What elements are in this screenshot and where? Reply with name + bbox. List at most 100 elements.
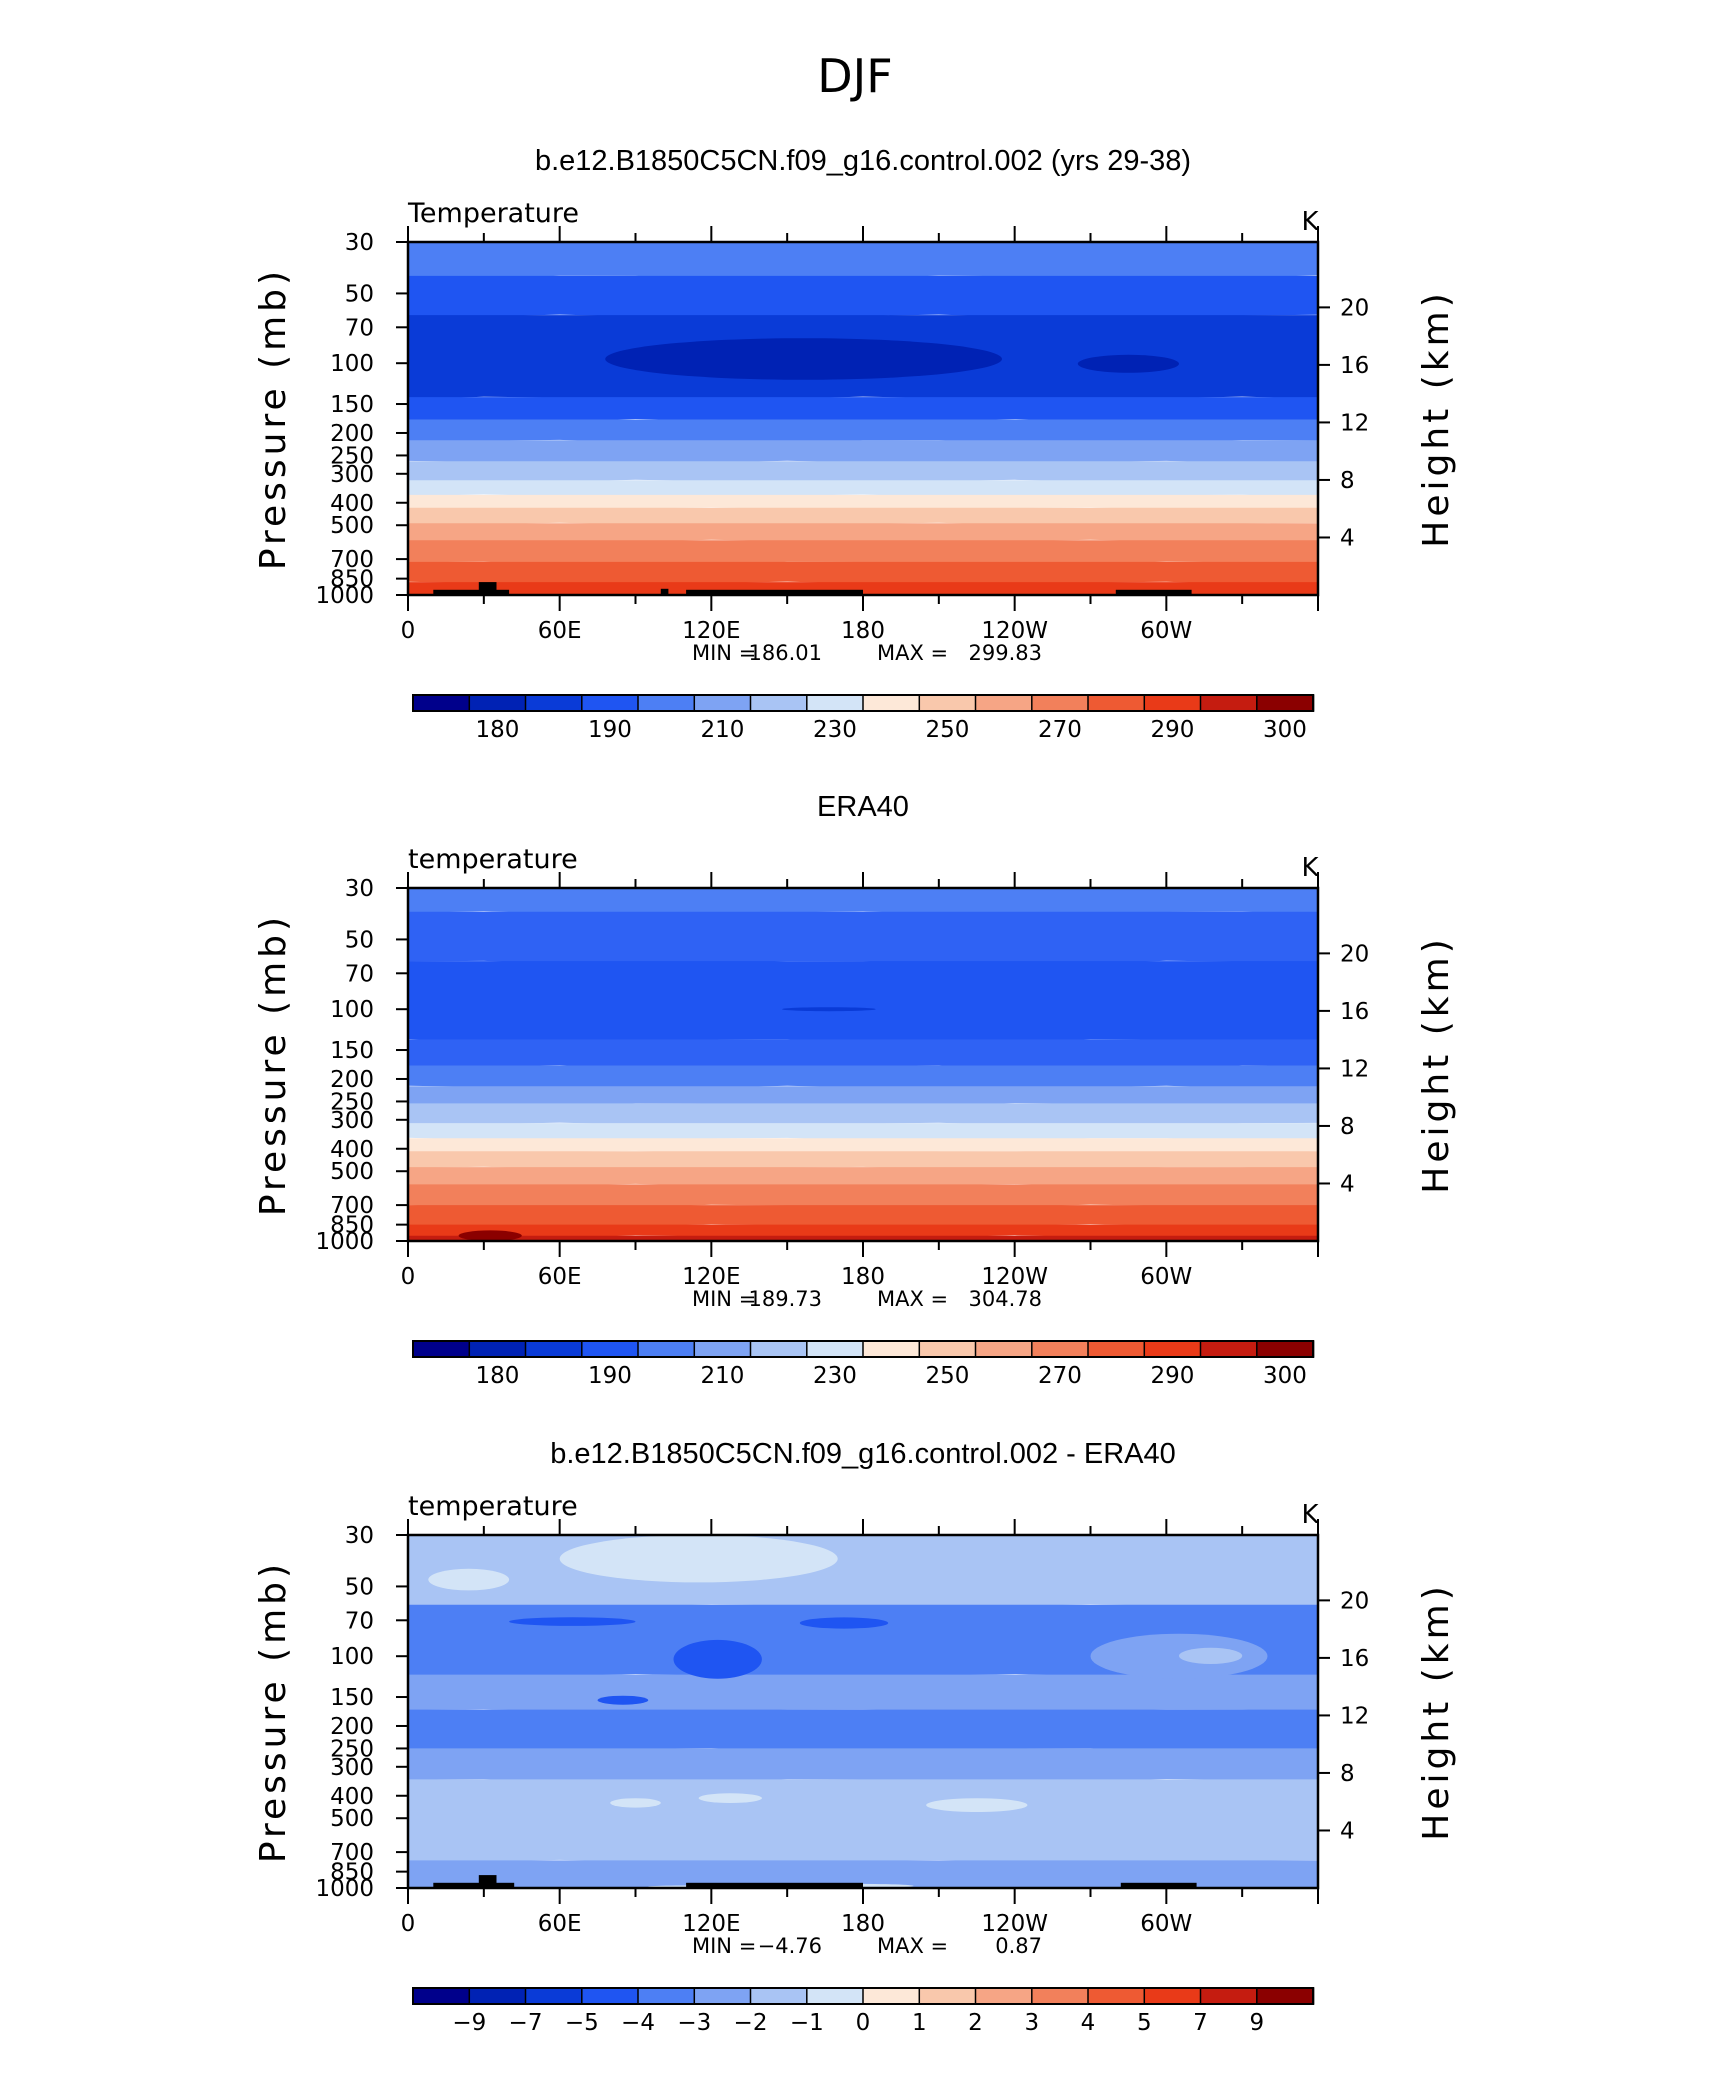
- colorbar-box: [581, 1987, 640, 2005]
- contour-feature: [698, 1793, 762, 1803]
- contour-feature: [799, 1617, 889, 1629]
- contour-field: [408, 1535, 1318, 1888]
- y-right-tick-label: 20: [1340, 1588, 1369, 1614]
- colorbar-label: −7: [509, 2010, 543, 2036]
- colorbar-label: −4: [621, 2010, 655, 2036]
- colorbar-box: [1199, 1987, 1259, 2005]
- colorbar: 180 190 210 230 250 270 290 300: [412, 1340, 1315, 1389]
- max-label: MAX =: [877, 1934, 948, 1958]
- colorbar-box: [693, 1987, 752, 2005]
- colorbar-label: 2: [968, 2010, 983, 2036]
- colorbar-box: [524, 1340, 584, 1358]
- colorbar-label: 250: [925, 1363, 969, 1389]
- y-right-tick-label: 16: [1340, 999, 1369, 1025]
- y-right-tick-label: 12: [1340, 1056, 1369, 1082]
- y-tick-label: 500: [330, 1806, 374, 1832]
- y-tick-label: 1000: [315, 583, 374, 609]
- y-tick-label: 150: [330, 1685, 374, 1711]
- y-right-tick-label: 4: [1340, 526, 1355, 552]
- y-right-tick-label: 12: [1340, 410, 1369, 436]
- colorbar-box: [524, 694, 584, 712]
- y-tick-label: 70: [345, 315, 374, 341]
- contour-band: [408, 1039, 1318, 1070]
- colorbar-box: [581, 694, 640, 712]
- contour-band: [408, 1604, 1318, 1679]
- colorbar-box: [637, 1340, 696, 1358]
- contour-feature: [428, 1568, 510, 1591]
- topography-mask: [686, 1882, 863, 1888]
- colorbar-box: [806, 1987, 865, 2005]
- y-right-axis-label: Height (km): [1416, 289, 1457, 547]
- y-tick-label: 1000: [315, 1229, 374, 1255]
- colorbar-label: 180: [475, 717, 519, 743]
- y-tick-label: 250: [330, 1089, 374, 1115]
- y-tick-label: 200: [330, 1067, 374, 1093]
- contour-band: [408, 888, 1318, 917]
- topography-mask: [686, 589, 863, 595]
- colorbar-label: 300: [1263, 1363, 1307, 1389]
- y-tick-label: 850: [330, 1213, 374, 1239]
- colorbar-label: 210: [700, 1363, 744, 1389]
- colorbar-label: 190: [588, 717, 632, 743]
- y-tick-label: 200: [330, 421, 374, 447]
- y-axis-label: Pressure (mb): [253, 913, 294, 1216]
- colorbar-box: [862, 694, 921, 712]
- x-tick-label: 60W: [1140, 618, 1192, 644]
- topography-mask: [1120, 1882, 1197, 1888]
- y-right-axis-label: Height (km): [1416, 935, 1457, 1193]
- colorbar-box: [1143, 694, 1202, 712]
- contour-band: [408, 582, 1318, 595]
- colorbar-box: [749, 1340, 809, 1358]
- panel-units-label: K: [1301, 1500, 1319, 1530]
- colorbar-label: 1: [912, 2010, 927, 2036]
- colorbar-label: 4: [1081, 2010, 1096, 2036]
- contour-feature: [1090, 1633, 1268, 1679]
- y-right-tick-label: 20: [1340, 941, 1369, 967]
- y-tick-label: 500: [330, 513, 374, 539]
- colorbar-box: [693, 694, 752, 712]
- contour-field: [408, 888, 1318, 1241]
- contour-band: [408, 1065, 1318, 1091]
- x-tick-label: 0: [401, 1264, 416, 1290]
- colorbar-box: [1199, 694, 1259, 712]
- contour-band: [408, 480, 1318, 500]
- topography-mask: [478, 1875, 497, 1888]
- x-tick-label: 60E: [538, 1264, 582, 1290]
- colorbar-box: [468, 1340, 527, 1358]
- y-right-tick-label: 8: [1340, 468, 1355, 494]
- contour-band: [408, 961, 1318, 1044]
- contour-band: [408, 461, 1318, 485]
- colorbar-box: [1256, 1340, 1315, 1358]
- colorbar-box: [1256, 694, 1315, 712]
- colorbar-box: [412, 694, 471, 712]
- contour-feature: [926, 1798, 1028, 1812]
- colorbar-frame: [412, 694, 1314, 712]
- contour-feature: [559, 1535, 838, 1583]
- contour-band: [408, 1674, 1318, 1715]
- contour-band: [408, 523, 1318, 545]
- contour-band: [408, 1235, 1318, 1241]
- min-label: MIN =: [692, 1287, 756, 1311]
- colorbar-label: 290: [1150, 717, 1194, 743]
- contour-field: [408, 242, 1318, 595]
- colorbar-label: 7: [1193, 2010, 1208, 2036]
- colorbar-box: [1199, 1340, 1259, 1358]
- contour-band: [408, 911, 1318, 966]
- colorbar-box: [1031, 1340, 1090, 1358]
- contour-band: [408, 242, 1318, 281]
- colorbar-label: −5: [565, 2010, 599, 2036]
- y-tick-label: 300: [330, 462, 374, 488]
- x-tick-label: 180: [841, 1264, 885, 1290]
- topography-mask: [433, 1882, 515, 1888]
- colorbar-label: 3: [1024, 2010, 1039, 2036]
- colorbar-box: [918, 1340, 977, 1358]
- colorbar: −9 −7 −5 −4 −3 −2 −1 0 1 2 3 4 5 7 9: [412, 1987, 1315, 2036]
- contour-band: [408, 440, 1318, 466]
- y-tick-label: 400: [330, 1137, 374, 1163]
- min-value: 186.01: [749, 641, 822, 665]
- colorbar-box: [524, 1987, 584, 2005]
- y-tick-label: 850: [330, 567, 374, 593]
- panels: b.e12.B1850C5CN.f09_g16.control.002 (yrs…: [253, 145, 1457, 2036]
- colorbar-frame: [412, 1987, 1314, 2005]
- contour-band: [408, 1167, 1318, 1189]
